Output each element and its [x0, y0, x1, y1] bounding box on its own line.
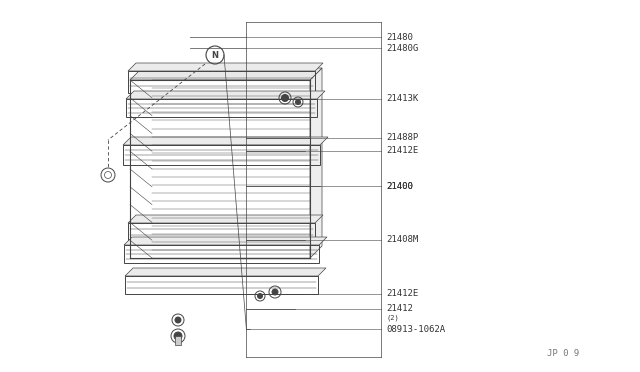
- Text: 21412E: 21412E: [387, 146, 419, 155]
- Text: 21412: 21412: [387, 304, 413, 313]
- Polygon shape: [125, 268, 326, 276]
- Circle shape: [174, 332, 182, 340]
- Circle shape: [175, 317, 181, 323]
- Text: 21480G: 21480G: [387, 44, 419, 53]
- Text: 21400: 21400: [387, 182, 413, 190]
- Text: N: N: [211, 51, 218, 60]
- Text: 21408M: 21408M: [387, 235, 419, 244]
- Text: 21480: 21480: [387, 33, 413, 42]
- Text: 21400: 21400: [387, 182, 413, 190]
- Polygon shape: [128, 63, 323, 71]
- Polygon shape: [128, 215, 323, 223]
- Polygon shape: [123, 137, 328, 145]
- Circle shape: [296, 99, 301, 105]
- Text: 21412E: 21412E: [387, 289, 419, 298]
- Polygon shape: [310, 68, 322, 258]
- Circle shape: [272, 289, 278, 295]
- Text: 08913-1062A: 08913-1062A: [387, 325, 446, 334]
- Text: (2): (2): [387, 315, 399, 321]
- Polygon shape: [175, 336, 181, 345]
- Polygon shape: [130, 68, 322, 80]
- Circle shape: [257, 294, 262, 298]
- Text: JP 0 9: JP 0 9: [547, 349, 579, 358]
- Text: 21413K: 21413K: [387, 94, 419, 103]
- Circle shape: [282, 94, 289, 102]
- Polygon shape: [124, 237, 327, 245]
- Polygon shape: [126, 91, 325, 99]
- Text: 21488P: 21488P: [387, 133, 419, 142]
